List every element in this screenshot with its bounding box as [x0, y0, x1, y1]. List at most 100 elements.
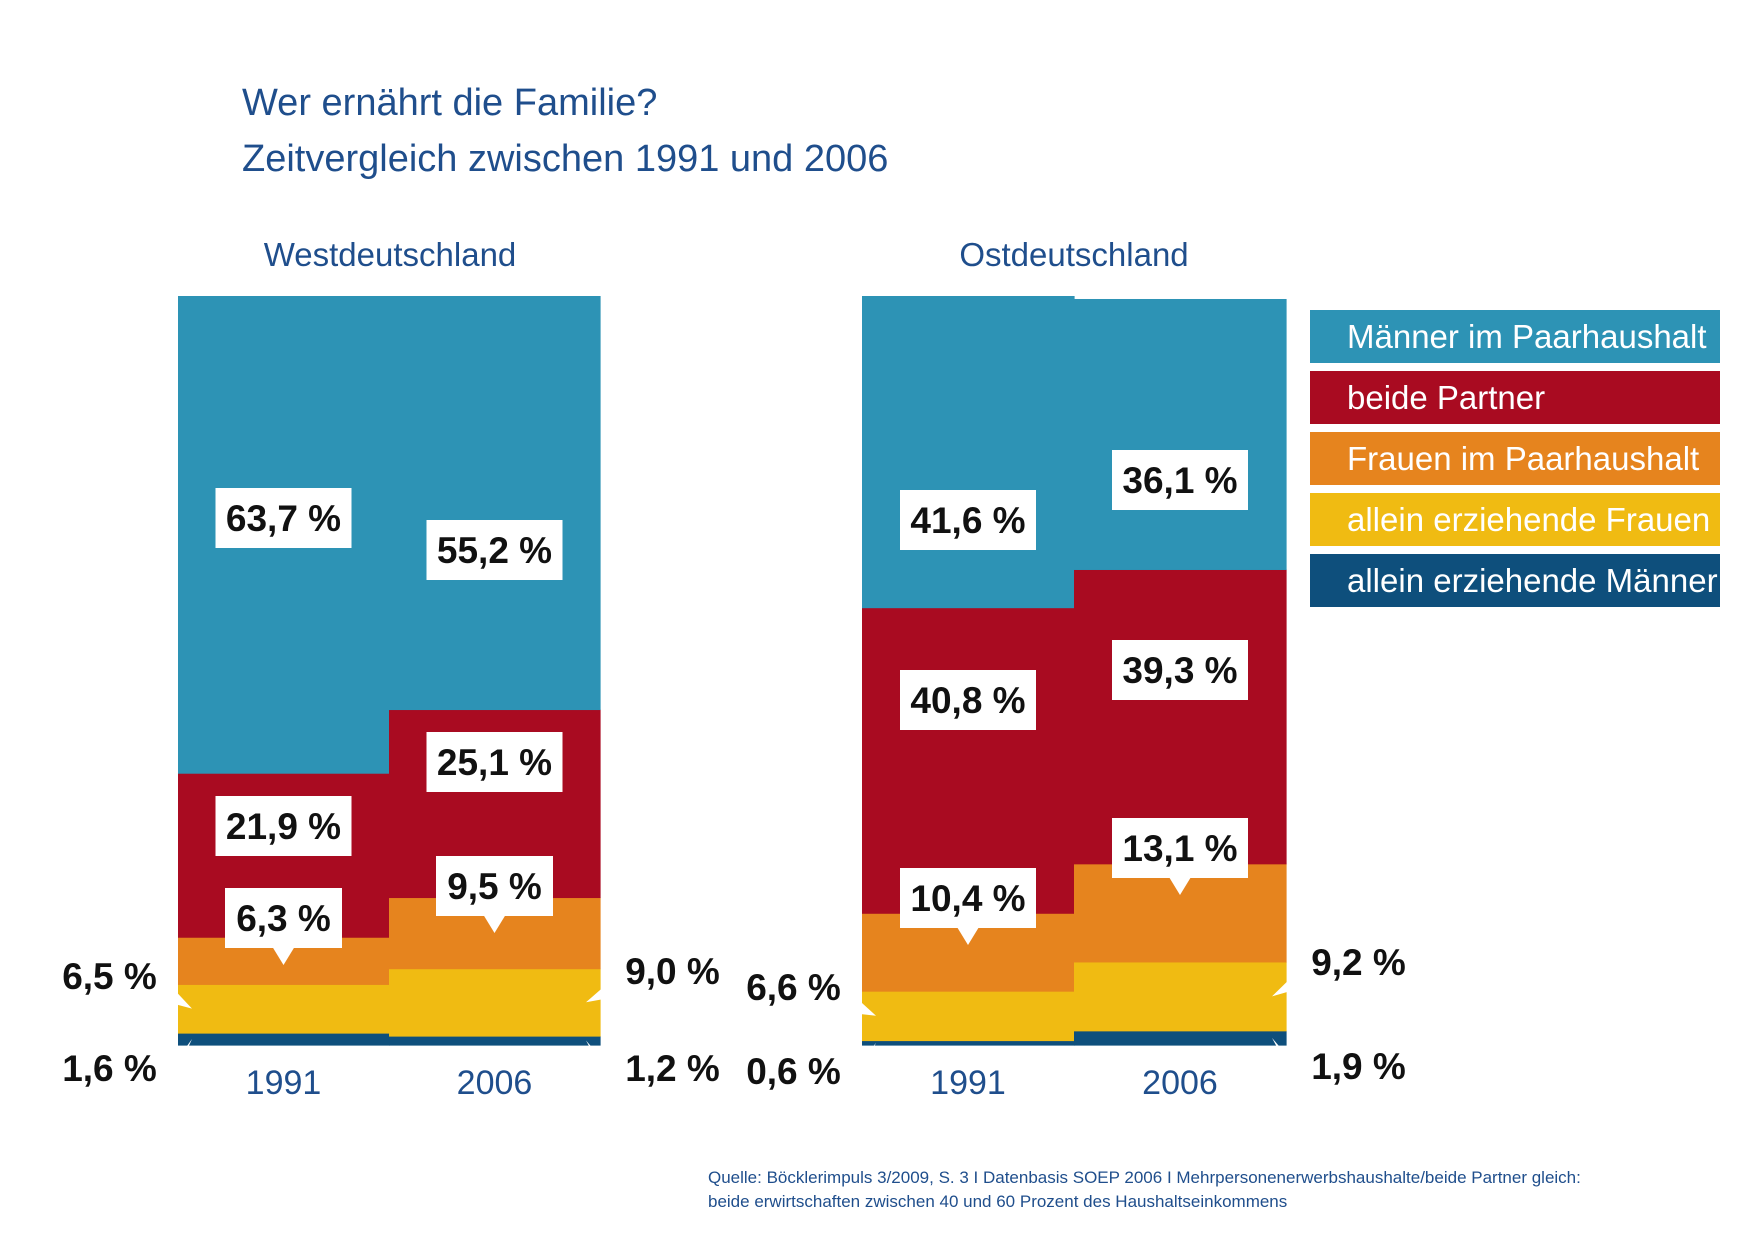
- data-label-pointer: [272, 947, 295, 965]
- data-label-box: [900, 670, 1036, 730]
- source-line-2: beide erwirtschaften zwischen 40 und 60 …: [708, 1192, 1288, 1211]
- bar-segment-west-1991-allein-erziehende-maenner: [178, 1033, 390, 1046]
- bar-segment-east-2006-beide-partner: [1074, 569, 1287, 865]
- data-label-box: [225, 888, 342, 948]
- bar-segment-east-2006-maenner-paarhaushalt: [1074, 298, 1287, 570]
- data-label-pointer: [586, 1040, 615, 1094]
- panel-title-west: Westdeutschland: [263, 236, 517, 273]
- legend-label: allein erziehende Männer: [1347, 562, 1718, 599]
- data-label-text: 1,2 %: [625, 1048, 720, 1089]
- bar-segment-east-1991-allein-erziehende-frauen: [862, 991, 1075, 1042]
- data-label-east-1991-beide-partner: 40,8 %: [900, 670, 1036, 730]
- source-line-1: Quelle: Böcklerimpuls 3/2009, S. 3 I Dat…: [708, 1168, 1581, 1187]
- legend-swatch: [1310, 310, 1720, 363]
- data-label-east-1991-allein-erziehende-frauen: 6,6 %: [735, 957, 876, 1017]
- data-label-text: 6,5 %: [62, 956, 157, 997]
- chart-subtitle: Zeitvergleich zwischen 1991 und 2006: [242, 138, 889, 180]
- data-label-pointer: [1272, 1037, 1301, 1092]
- data-label-box: [51, 946, 168, 1006]
- legend-swatch: [1310, 371, 1720, 424]
- bar-segment-west-1991-allein-erziehende-frauen: [178, 984, 390, 1034]
- data-label-text: 41,6 %: [910, 500, 1025, 541]
- data-label-west-2006-allein-erziehende-maenner: 1,2 %: [586, 1038, 731, 1098]
- data-label-west-1991-allein-erziehende-maenner: 1,6 %: [51, 1038, 192, 1098]
- bar-segment-east-2006-allein-erziehende-maenner: [1074, 1030, 1287, 1046]
- data-label-pointer: [483, 915, 506, 933]
- legend-label: Männer im Paarhaushalt: [1347, 318, 1707, 355]
- data-label-text: 9,2 %: [1311, 942, 1406, 983]
- data-label-east-1991-allein-erziehende-maenner: 0,6 %: [735, 1041, 876, 1101]
- data-label-pointer: [586, 977, 615, 1003]
- data-label-pointer: [167, 1039, 192, 1094]
- data-label-box: [614, 1038, 731, 1098]
- data-label-text: 1,9 %: [1311, 1046, 1406, 1087]
- data-label-east-2006-frauen-paarhaushalt: 13,1 %: [1112, 818, 1248, 895]
- legend-swatch: [1310, 432, 1720, 485]
- data-label-east-2006-maenner-paarhaushalt: 36,1 %: [1112, 450, 1248, 510]
- legend-item-allein-erziehende-frauen: allein erziehende Frauen: [1310, 493, 1720, 546]
- legend-item-maenner-paarhaushalt: Männer im Paarhaushalt: [1310, 310, 1720, 363]
- data-label-east-2006-beide-partner: 39,3 %: [1112, 640, 1248, 700]
- data-label-text: 25,1 %: [437, 742, 552, 783]
- legend-label: Frauen im Paarhaushalt: [1347, 440, 1699, 477]
- bar-segment-east-2006-allein-erziehende-frauen: [1074, 961, 1287, 1032]
- data-label-west-2006-beide-partner: 25,1 %: [426, 732, 563, 792]
- data-label-pointer: [167, 982, 192, 1009]
- data-label-box: [1300, 1036, 1417, 1096]
- legend-item-frauen-paarhaushalt: Frauen im Paarhaushalt: [1310, 432, 1720, 485]
- data-label-box: [900, 868, 1036, 928]
- bar-segment-west-2006-maenner-paarhaushalt: [389, 296, 601, 711]
- data-label-text: 6,3 %: [236, 898, 331, 939]
- data-label-east-2006-allein-erziehende-frauen: 9,2 %: [1272, 932, 1417, 997]
- bar-segment-east-1991-allein-erziehende-maenner: [862, 1040, 1075, 1046]
- data-label-west-2006-maenner-paarhaushalt: 55,2 %: [426, 520, 563, 580]
- data-label-box: [900, 490, 1036, 550]
- data-label-west-1991-maenner-paarhaushalt: 63,7 %: [215, 488, 352, 548]
- data-label-box: [1112, 640, 1248, 700]
- data-label-text: 9,0 %: [625, 951, 720, 992]
- data-label-text: 9,5 %: [447, 866, 542, 907]
- legend-swatch: [1310, 554, 1720, 607]
- data-label-box: [426, 732, 563, 792]
- data-label-pointer: [851, 1042, 876, 1097]
- data-label-text: 13,1 %: [1122, 828, 1237, 869]
- data-label-text: 39,3 %: [1122, 650, 1237, 691]
- data-label-box: [1112, 450, 1248, 510]
- data-label-text: 63,7 %: [226, 498, 341, 539]
- bar-segment-west-2006-allein-erziehende-maenner: [389, 1036, 601, 1046]
- data-label-east-1991-frauen-paarhaushalt: 10,4 %: [900, 868, 1036, 945]
- data-label-west-2006-allein-erziehende-frauen: 9,0 %: [586, 941, 731, 1003]
- data-label-box: [426, 520, 563, 580]
- data-label-box: [51, 1038, 168, 1098]
- data-label-west-2006-frauen-paarhaushalt: 9,5 %: [436, 856, 553, 933]
- data-label-box: [215, 796, 352, 856]
- legend-label: beide Partner: [1347, 379, 1545, 416]
- bar-segment-east-1991-beide-partner: [862, 607, 1075, 914]
- data-label-box: [614, 941, 731, 1001]
- data-label-pointer: [851, 993, 876, 1016]
- bar-segment-east-1991-maenner-paarhaushalt: [862, 296, 1075, 609]
- data-label-text: 55,2 %: [437, 530, 552, 571]
- category-label-east-1991: 1991: [930, 1064, 1006, 1102]
- legend-item-allein-erziehende-maenner: allein erziehende Männer: [1310, 554, 1720, 607]
- data-label-pointer: [1169, 877, 1191, 895]
- data-label-east-2006-allein-erziehende-maenner: 1,9 %: [1272, 1036, 1417, 1096]
- data-label-text: 40,8 %: [910, 680, 1025, 721]
- data-label-text: 10,4 %: [910, 878, 1025, 919]
- panel-title-east: Ostdeutschland: [959, 236, 1189, 273]
- legend-item-beide-partner: beide Partner: [1310, 371, 1720, 424]
- data-label-pointer: [957, 927, 979, 945]
- data-label-text: 21,9 %: [226, 806, 341, 847]
- legend-label: allein erziehende Frauen: [1347, 501, 1710, 538]
- data-label-east-1991-maenner-paarhaushalt: 41,6 %: [900, 490, 1036, 550]
- legend-swatch: [1310, 493, 1720, 546]
- data-label-text: 1,6 %: [62, 1048, 157, 1089]
- data-label-box: [1112, 818, 1248, 878]
- data-label-pointer: [1272, 968, 1301, 997]
- data-label-box: [735, 1041, 852, 1101]
- data-label-box: [1300, 932, 1417, 992]
- data-label-text: 0,6 %: [746, 1051, 841, 1092]
- data-label-text: 6,6 %: [746, 967, 841, 1008]
- category-label-east-2006: 2006: [1142, 1064, 1218, 1102]
